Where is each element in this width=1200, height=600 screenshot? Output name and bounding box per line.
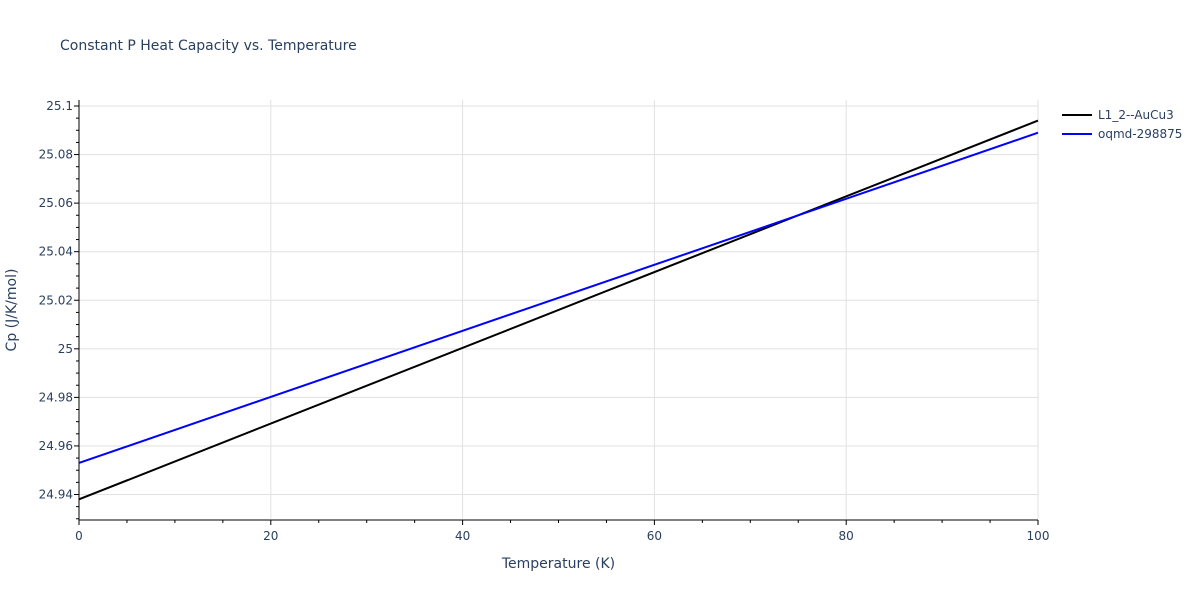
- x-tick-label: 40: [455, 529, 470, 543]
- x-axis-title: Temperature (K): [501, 556, 615, 572]
- y-axis-title: Cp (J/K/mol): [4, 269, 20, 352]
- series-line-0: [78, 119, 1039, 501]
- y-tick-label: 24.94: [39, 488, 73, 502]
- y-tick-label: 24.98: [39, 390, 73, 404]
- chart-title: Constant P Heat Capacity vs. Temperature: [60, 38, 357, 54]
- y-tick-label: 25.04: [39, 245, 73, 259]
- y-tick-label: 25.02: [39, 293, 73, 307]
- y-tick-label: 25.1: [46, 99, 73, 113]
- legend-label-0[interactable]: L1_2--AuCu3: [1098, 108, 1174, 122]
- x-tick-label: 100: [1027, 529, 1050, 543]
- x-tick-label: 0: [75, 529, 83, 543]
- y-tick-label: 25.08: [39, 148, 73, 162]
- x-tick-label: 20: [263, 529, 278, 543]
- y-tick-label: 24.96: [39, 439, 73, 453]
- legend-label-1[interactable]: oqmd-298875: [1098, 127, 1182, 141]
- series-line-1: [78, 131, 1039, 464]
- x-tick-label: 60: [647, 529, 662, 543]
- y-tick-label: 25: [58, 342, 73, 356]
- y-tick-label: 25.06: [39, 196, 73, 210]
- x-tick-label: 80: [839, 529, 854, 543]
